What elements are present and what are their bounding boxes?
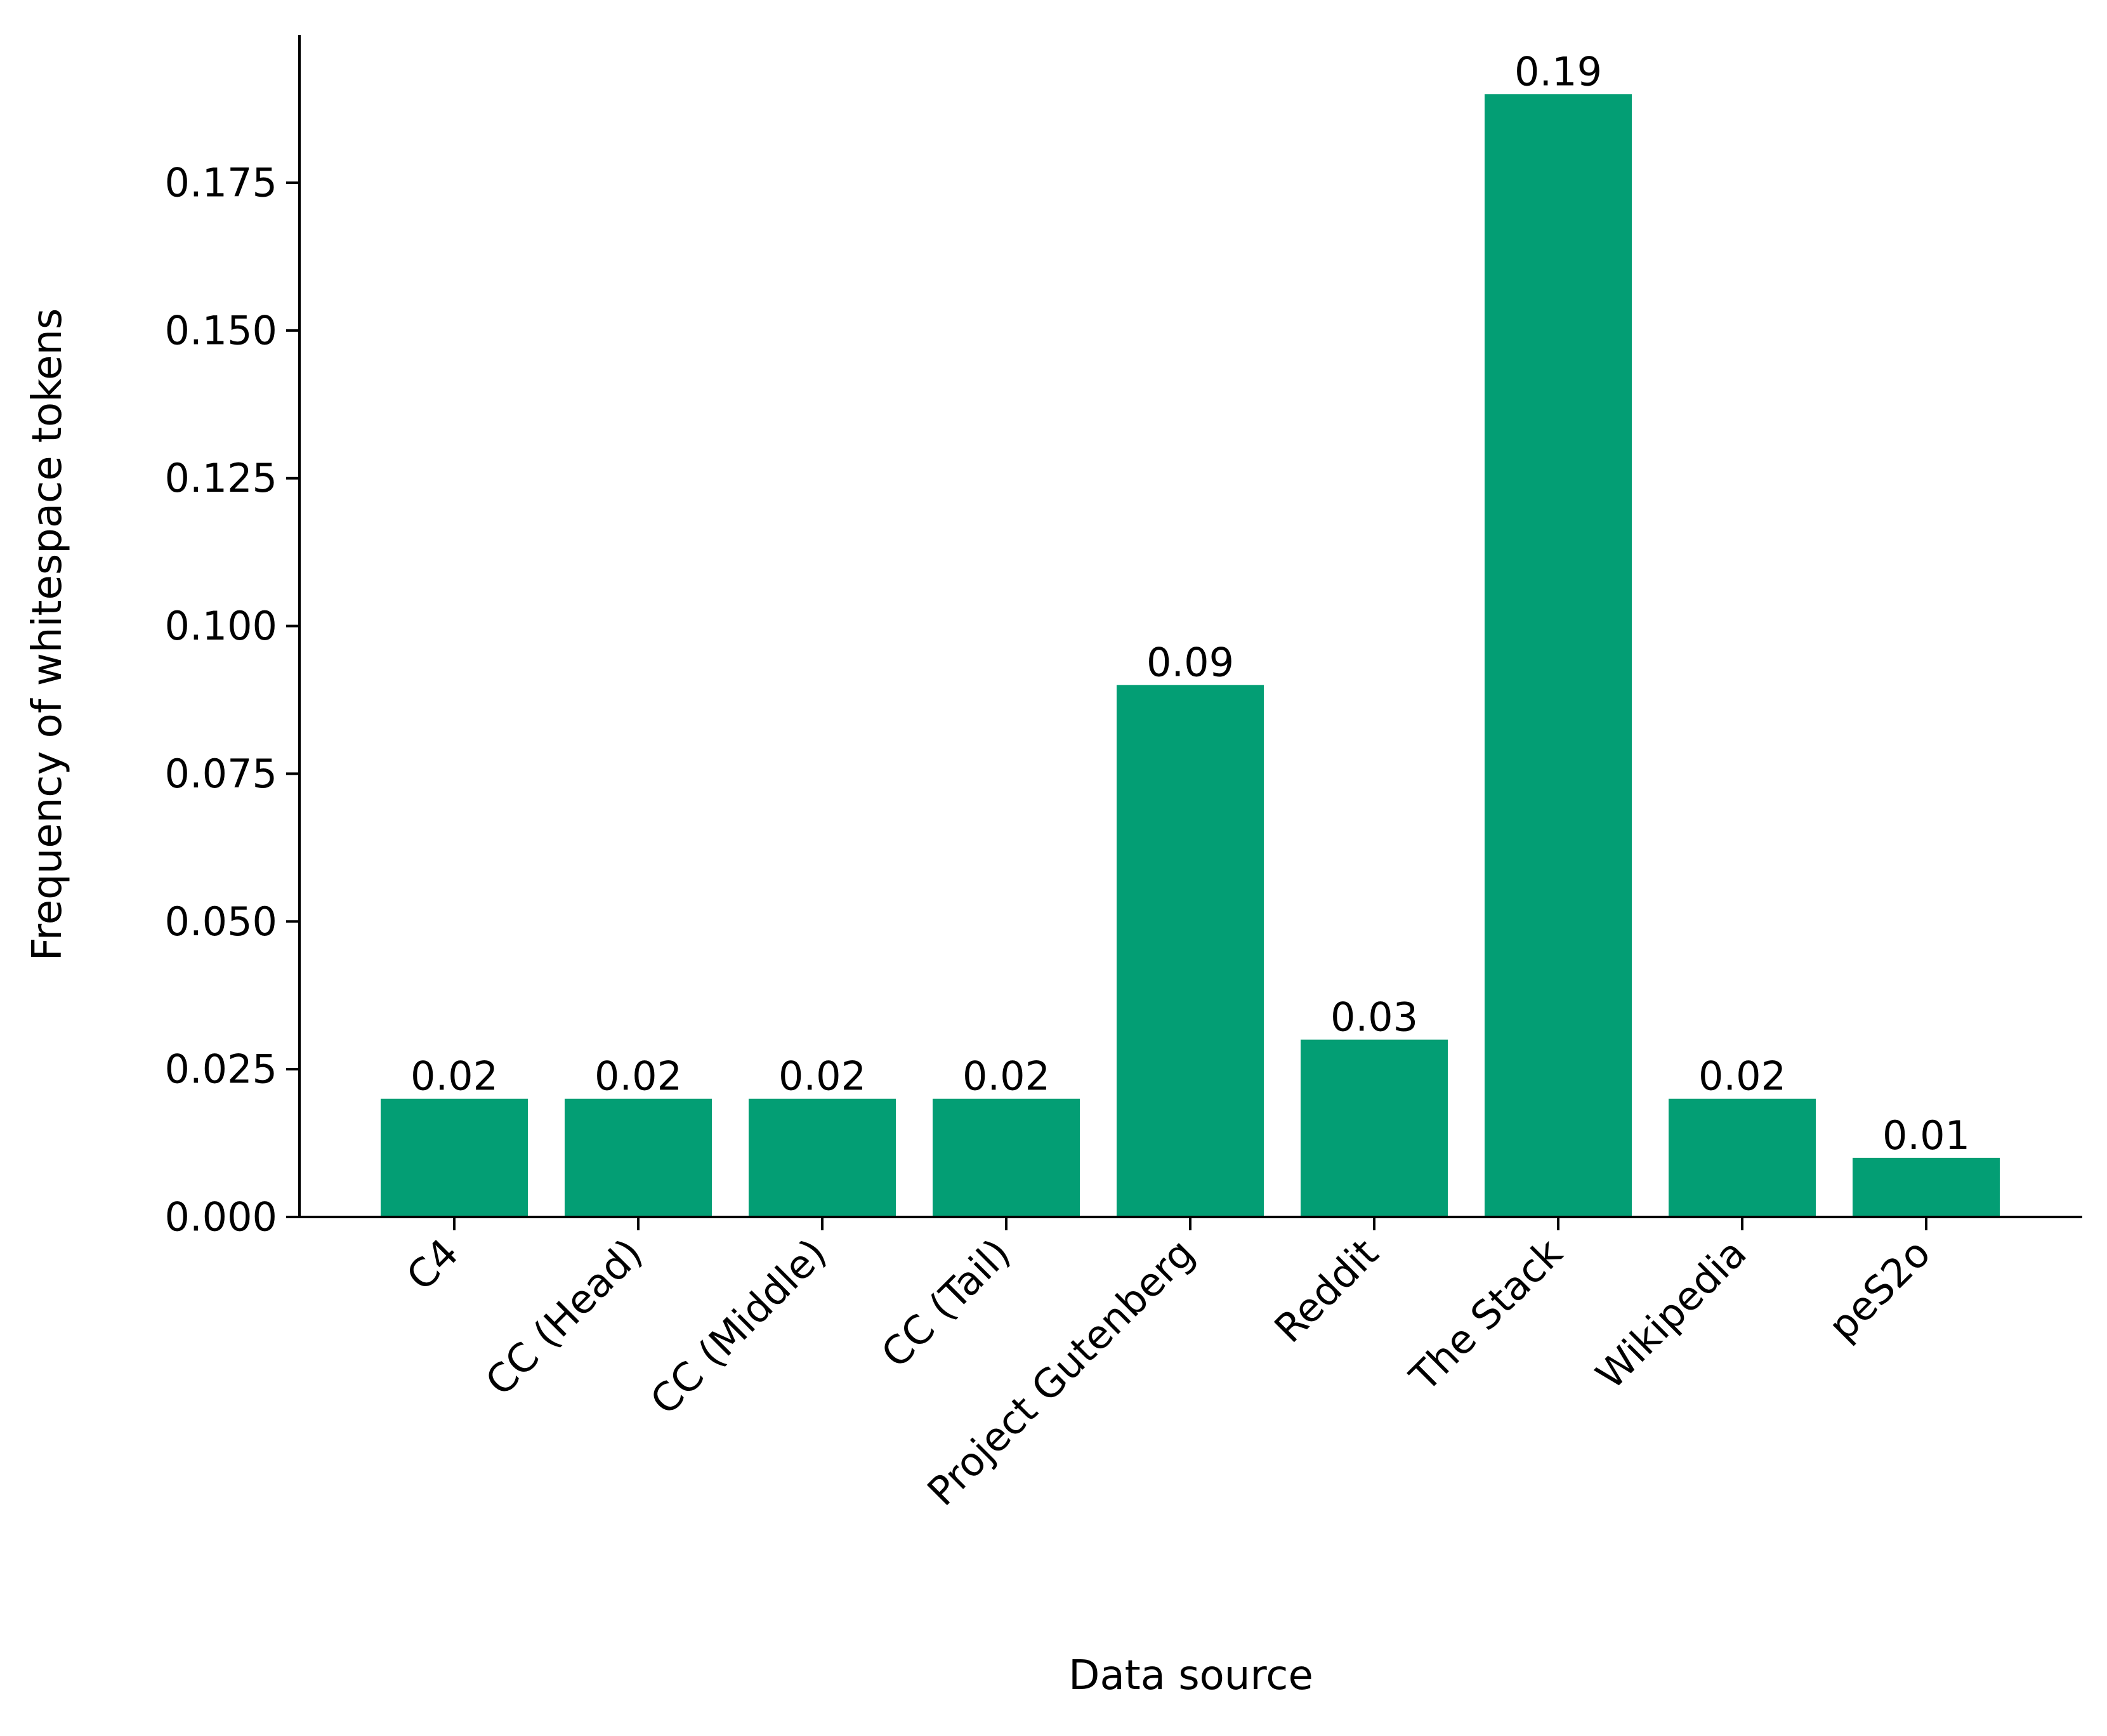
x-axis-title: Data source — [1068, 1652, 1313, 1699]
bar-value-label: 0.02 — [962, 1053, 1050, 1100]
bar — [1853, 1157, 2000, 1217]
y-tick-label: 0.075 — [165, 751, 278, 797]
x-tick-label: CC (Head) — [476, 1230, 652, 1405]
bar-value-label: 0.19 — [1514, 48, 1602, 95]
y-tick-label: 0.025 — [165, 1046, 278, 1093]
x-tick-label: Reddit — [1265, 1230, 1387, 1351]
y-axis: 0.000 0.025 0.050 0.075 0.100 0.125 0.150 0.175 — [165, 35, 301, 1240]
bar — [1669, 1098, 1816, 1217]
y-tick-label: 0.050 — [165, 898, 278, 945]
x-tick-label: CC (Middle) — [641, 1230, 836, 1424]
bar — [565, 1098, 712, 1217]
x-tick-label: C4 — [397, 1230, 467, 1299]
x-tick-label: CC (Tail) — [872, 1230, 1020, 1377]
bar — [749, 1098, 896, 1217]
bar — [933, 1098, 1080, 1217]
x-tick-label: Wikipedia — [1587, 1230, 1755, 1398]
y-tick-label: 0.000 — [165, 1194, 278, 1240]
bars-layer: 0.02 0.02 0.02 0.02 0.09 0.03 0.19 0.02 0.01 — [381, 48, 2000, 1217]
bar-value-label: 0.02 — [594, 1053, 682, 1100]
bar-value-label: 0.02 — [778, 1053, 866, 1100]
x-tick-label: The Stack — [1400, 1230, 1571, 1400]
bar-value-label: 0.03 — [1330, 994, 1418, 1041]
x-tick-label: peS2o — [1820, 1230, 1940, 1350]
bar — [1117, 685, 1264, 1217]
y-tick-label: 0.125 — [165, 455, 278, 501]
bar-value-label: 0.02 — [410, 1053, 498, 1100]
x-axis: C4 CC (Head)CC (Middle) CC (Tail)Project G… — [299, 1216, 2082, 1515]
bar-value-label: 0.01 — [1882, 1112, 1970, 1159]
bar-value-label: 0.02 — [1698, 1053, 1786, 1100]
x-axis-ticks: C4 CC (Head)CC (Middle) CC (Tail)Project G… — [397, 1217, 1940, 1515]
y-tick-label: 0.175 — [165, 160, 278, 206]
y-tick-label: 0.150 — [165, 307, 278, 353]
bar — [381, 1098, 528, 1217]
bar-value-label: 0.09 — [1146, 640, 1234, 686]
y-axis-title: Frequency of whitespace tokens — [24, 308, 71, 961]
y-axis-ticks: 0.000 0.025 0.050 0.075 0.100 0.125 0.150 0.175 — [165, 160, 299, 1240]
y-tick-label: 0.100 — [165, 603, 278, 649]
bar — [1301, 1039, 1448, 1217]
bar — [1485, 94, 1632, 1217]
